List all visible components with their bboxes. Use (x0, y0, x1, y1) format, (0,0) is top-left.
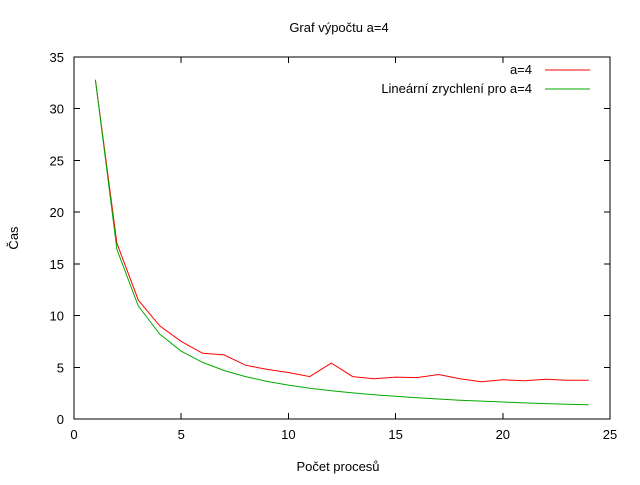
y-axis-label: Čas (6, 226, 21, 250)
legend-label-2: Lineární zrychlení pro a=4 (381, 81, 532, 96)
y-tick-label: 0 (57, 412, 64, 427)
x-tick-label: 0 (70, 427, 77, 442)
series-line-2 (94, 79, 589, 406)
legend: a=4 Lineární zrychlení pro a=4 (381, 62, 590, 96)
y-tick-label: 15 (50, 257, 64, 272)
x-tick-label: 10 (281, 427, 295, 442)
chart-title: Graf výpočtu a=4 (289, 20, 388, 35)
x-tick-label: 20 (496, 427, 510, 442)
legend-label-1: a=4 (510, 62, 532, 77)
x-tick-label: 25 (603, 427, 617, 442)
y-tick-label: 35 (50, 50, 64, 65)
y-tick-label: 25 (50, 153, 64, 168)
x-axis-label: Počet procesů (296, 459, 379, 474)
series-line-1 (94, 79, 589, 383)
series-lines (94, 79, 589, 406)
y-tick-label: 10 (50, 309, 64, 324)
plot-frame (73, 56, 611, 420)
axes: 0 5 10 15 20 25 0 5 10 15 20 25 30 35 (50, 50, 618, 442)
y-tick-label: 30 (50, 102, 64, 117)
x-tick-label: 15 (388, 427, 402, 442)
y-tick-label: 20 (50, 205, 64, 220)
y-tick-label: 5 (57, 360, 64, 375)
x-tick-label: 5 (178, 427, 185, 442)
